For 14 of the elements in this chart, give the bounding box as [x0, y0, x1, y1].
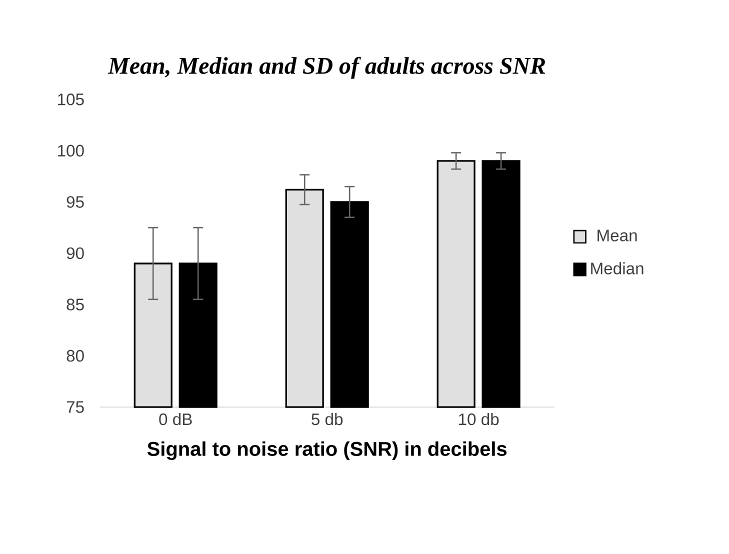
legend-label: Mean	[598, 230, 637, 242]
y-tick-label: 105	[58, 94, 84, 106]
y-tick-label: 95	[66, 196, 84, 208]
x-tick-label: 10 db	[459, 413, 499, 426]
x-tick-label: 0 dB	[159, 413, 192, 426]
x-axis-title: Signal to noise ratio (SNR) in decibels	[147, 441, 507, 460]
y-tick-label: 75	[66, 401, 84, 413]
x-tick-label: 5 db	[312, 413, 343, 426]
y-tick-label: 100	[58, 144, 84, 157]
legend-label: Median	[591, 262, 644, 274]
y-tick-label: 85	[66, 298, 84, 310]
y-tick-label: 90	[66, 247, 84, 260]
chart-title: Mean, Median and SD of adults across SNR	[108, 56, 546, 79]
y-tick-label: 80	[66, 350, 84, 362]
